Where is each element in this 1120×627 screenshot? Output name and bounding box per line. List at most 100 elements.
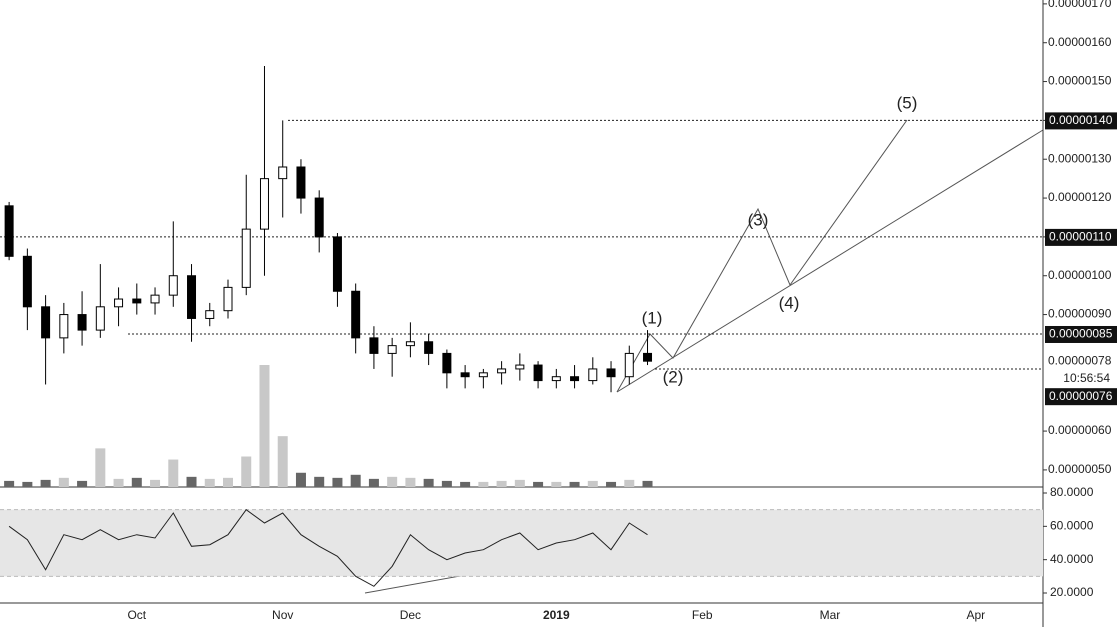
volume-bar xyxy=(496,480,507,487)
candle-body xyxy=(4,205,14,257)
candle-body xyxy=(497,368,507,374)
wave-label: (2) xyxy=(663,367,684,386)
volume-bar xyxy=(295,472,306,487)
volume-bar xyxy=(606,481,617,487)
candle-body xyxy=(369,337,379,354)
y-tick-label: 0.00000170 xyxy=(1048,0,1112,10)
rsi-tick-label: 40.0000 xyxy=(1050,552,1094,566)
candle-body xyxy=(442,352,452,374)
candle-body xyxy=(533,364,543,382)
x-tick-label: Feb xyxy=(692,608,713,622)
wave-label: (1) xyxy=(642,308,663,327)
volume-bar xyxy=(460,481,471,487)
level-label-box xyxy=(1045,388,1117,406)
candle-body xyxy=(588,368,598,382)
candle-body xyxy=(77,314,87,331)
y-tick-label: 0.00000130 xyxy=(1048,151,1112,165)
candle-body xyxy=(114,298,124,308)
volume-bar xyxy=(423,478,434,487)
volume-bar xyxy=(241,456,252,487)
volume-bar xyxy=(569,481,580,487)
volume-bar xyxy=(441,480,452,487)
y-tick-label: 0.00000090 xyxy=(1048,307,1112,321)
x-tick-label: Apr xyxy=(966,608,985,622)
countdown: 10:56:54 xyxy=(1063,371,1110,385)
volume-bar xyxy=(405,477,416,487)
candle-body xyxy=(351,290,361,339)
candle-body xyxy=(150,294,160,304)
trend-line xyxy=(616,129,1044,393)
candle-body xyxy=(187,275,197,319)
candle-body xyxy=(59,314,69,339)
x-tick-label: 2019 xyxy=(543,608,570,622)
candle-body xyxy=(259,178,269,230)
candle-body xyxy=(551,376,561,382)
rsi-tick-label: 20.0000 xyxy=(1050,585,1094,599)
volume-bar xyxy=(277,436,288,487)
volume-bar xyxy=(551,481,562,487)
volume-bar xyxy=(368,478,379,487)
volume-bar xyxy=(350,474,361,487)
volume-bar xyxy=(314,476,325,487)
volume-bar xyxy=(186,476,197,487)
candle-body xyxy=(223,286,233,312)
volume-bar xyxy=(259,365,270,487)
x-tick-label: Oct xyxy=(127,608,146,622)
last-price-label: 0.00000078 xyxy=(1048,353,1112,367)
x-tick-label: Dec xyxy=(400,608,421,622)
volume-bar xyxy=(77,480,88,487)
elliott-wave xyxy=(616,119,908,393)
candle-body xyxy=(405,341,415,347)
candle-body xyxy=(278,166,288,180)
candle-body xyxy=(41,306,51,339)
volume-bar xyxy=(95,448,106,487)
rsi-band xyxy=(0,509,1043,577)
volume-bar xyxy=(131,477,142,487)
wave-label: (3) xyxy=(748,210,769,229)
x-tick-label: Nov xyxy=(272,608,293,622)
volume-bar xyxy=(332,477,343,487)
candle-body xyxy=(387,345,397,354)
rsi-line xyxy=(8,509,648,587)
volume-bar xyxy=(113,478,124,487)
candle-body xyxy=(241,228,251,288)
candle-body xyxy=(205,310,215,319)
volume-bar xyxy=(58,477,69,487)
candle-body xyxy=(314,197,324,238)
x-tick-label: Mar xyxy=(820,608,841,622)
candle-body xyxy=(332,236,342,292)
rsi-tick-label: 60.0000 xyxy=(1050,519,1094,533)
volume-bar xyxy=(624,479,635,487)
candle-body xyxy=(132,298,142,304)
volume-bar xyxy=(40,479,51,487)
volume-bar xyxy=(514,479,525,487)
wave-label: (4) xyxy=(779,293,800,312)
level-label: 0.00000110 xyxy=(1049,230,1112,244)
candle-body xyxy=(296,166,306,199)
volume-bar xyxy=(387,476,398,487)
y-tick-label: 0.00000060 xyxy=(1048,423,1112,437)
candle-body xyxy=(624,352,634,378)
level-label-box xyxy=(1045,325,1117,343)
level-label: 0.00000140 xyxy=(1049,113,1113,127)
rsi-tick-label: 80.0000 xyxy=(1050,485,1094,499)
candle-body xyxy=(95,306,105,331)
y-tick-label: 0.00000120 xyxy=(1048,190,1112,204)
volume-bar xyxy=(223,477,233,487)
candle-body xyxy=(606,368,616,378)
volume-bar xyxy=(22,481,33,487)
y-tick-label: 0.00000150 xyxy=(1048,74,1112,88)
y-tick-label: 0.00000050 xyxy=(1048,462,1112,476)
y-tick-label: 0.00000160 xyxy=(1048,35,1112,49)
candle-body xyxy=(478,372,488,378)
level-label: 0.00000076 xyxy=(1049,389,1113,403)
volume-bar xyxy=(533,481,544,487)
candle-body xyxy=(168,275,178,296)
volume-bar xyxy=(204,478,215,487)
volume-bar xyxy=(478,481,489,487)
level-label: 0.00000085 xyxy=(1049,327,1113,341)
candle-body xyxy=(570,376,580,382)
volume-bar xyxy=(168,459,179,487)
candle-body xyxy=(22,255,32,308)
